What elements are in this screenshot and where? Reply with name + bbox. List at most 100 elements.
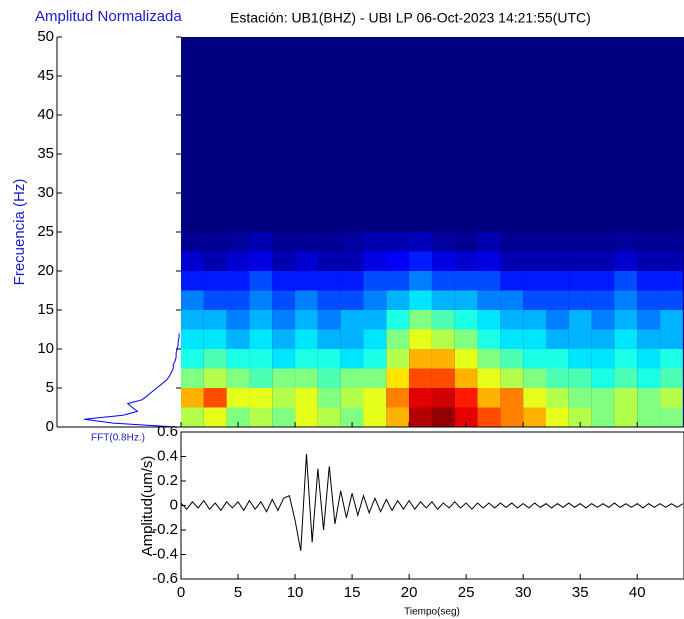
heat-cell: [568, 271, 592, 291]
heat-cell: [500, 271, 524, 291]
heat-cell: [409, 232, 432, 252]
heat-cell: [317, 329, 341, 349]
heat-cell: [500, 232, 524, 252]
heat-cell: [660, 368, 683, 388]
x-axis-label: Tiempo(seg): [404, 607, 460, 618]
heat-cell: [454, 232, 478, 252]
heat-cell: [409, 271, 432, 291]
heat-cell: [226, 329, 250, 349]
heat-cell: [409, 368, 432, 388]
heat-cell: [226, 349, 250, 369]
heat-cell: [477, 407, 501, 427]
heat-cell: [454, 290, 478, 310]
fft-label: FFT(0.8Hz.): [91, 433, 145, 444]
y-tick-label: 30: [37, 184, 54, 201]
heat-cell: [477, 290, 501, 310]
heat-cell: [409, 290, 432, 310]
heat-cell: [477, 329, 501, 349]
heat-cell: [226, 407, 250, 427]
heat-cell: [249, 349, 273, 369]
x-tick-label: 0: [177, 584, 185, 601]
heat-cell: [386, 388, 410, 408]
heat-cell: [317, 388, 341, 408]
heat-cell: [660, 349, 683, 369]
y-tick-label: 35: [37, 145, 54, 162]
heat-cell: [500, 407, 524, 427]
heat-cell: [591, 232, 615, 252]
heat-cell: [272, 368, 296, 388]
heat-cell: [614, 232, 638, 252]
heat-cell: [409, 407, 432, 427]
y-tick-label: 50: [37, 28, 54, 45]
heat-cell: [431, 407, 455, 427]
heat-cell: [660, 329, 683, 349]
heat-cell: [386, 407, 410, 427]
heat-cell: [181, 407, 204, 427]
heat-cell: [340, 290, 364, 310]
heat-cell: [409, 251, 432, 271]
heat-cell: [386, 368, 410, 388]
heat-cell: [272, 232, 296, 252]
y-tick-label: 0: [170, 496, 178, 513]
heat-cell: [591, 349, 615, 369]
heat-cell: [203, 232, 227, 252]
fft-title: Amplitud Normalizada: [35, 8, 182, 25]
heat-cell: [500, 310, 524, 330]
heat-cell: [568, 388, 592, 408]
heat-cell: [500, 388, 524, 408]
y-tick-label: 10: [37, 340, 54, 357]
heat-cell: [363, 290, 387, 310]
heat-cell: [249, 329, 273, 349]
heat-cell: [637, 368, 661, 388]
heat-cell: [591, 329, 615, 349]
x-tick-label: 35: [572, 584, 589, 601]
heat-cell: [386, 251, 410, 271]
heat-cell: [431, 329, 455, 349]
y-tick-label: 45: [37, 67, 54, 84]
heat-cell: [340, 388, 364, 408]
heat-cell: [340, 310, 364, 330]
heat-cell: [523, 271, 546, 291]
y-tick-label: 20: [37, 262, 54, 279]
heat-cell: [477, 368, 501, 388]
y-tick-label: 0: [46, 418, 54, 435]
x-tick-label: 30: [515, 584, 532, 601]
heat-cell: [363, 251, 387, 271]
heat-cell: [295, 290, 318, 310]
heat-cell: [545, 290, 569, 310]
heat-cell: [454, 388, 478, 408]
heat-cell: [249, 388, 273, 408]
heat-cell: [614, 310, 638, 330]
heat-cell: [181, 251, 204, 271]
heat-cell: [637, 388, 661, 408]
heat-cell: [340, 271, 364, 291]
heat-cell: [363, 271, 387, 291]
fft-line: [84, 333, 180, 428]
heat-cell: [272, 407, 296, 427]
heat-cell: [431, 232, 455, 252]
heat-cell: [591, 251, 615, 271]
heat-cell: [660, 251, 683, 271]
y-tick-label: -0.4: [152, 545, 178, 562]
heat-cell: [431, 349, 455, 369]
heat-cell: [249, 407, 273, 427]
heat-cell: [295, 251, 318, 271]
heat-cell: [249, 290, 273, 310]
heat-cell: [614, 407, 638, 427]
y-axis-label: Amplitud(um/s): [139, 456, 156, 557]
heat-cell: [181, 329, 204, 349]
chart-title: Estación: UB1(BHZ) - UBI LP 06-Oct-2023 …: [230, 10, 591, 26]
heat-cell: [568, 407, 592, 427]
heat-cell: [454, 251, 478, 271]
heat-cell: [249, 310, 273, 330]
heat-cell: [317, 290, 341, 310]
x-tick-label: 10: [287, 584, 304, 601]
heat-cell: [431, 368, 455, 388]
x-tick-label: 15: [344, 584, 361, 601]
heat-cell: [226, 388, 250, 408]
heat-cell: [660, 271, 683, 291]
heat-cell: [295, 349, 318, 369]
heat-cell: [272, 329, 296, 349]
heat-cell: [272, 271, 296, 291]
plot-frame: [180, 431, 684, 580]
